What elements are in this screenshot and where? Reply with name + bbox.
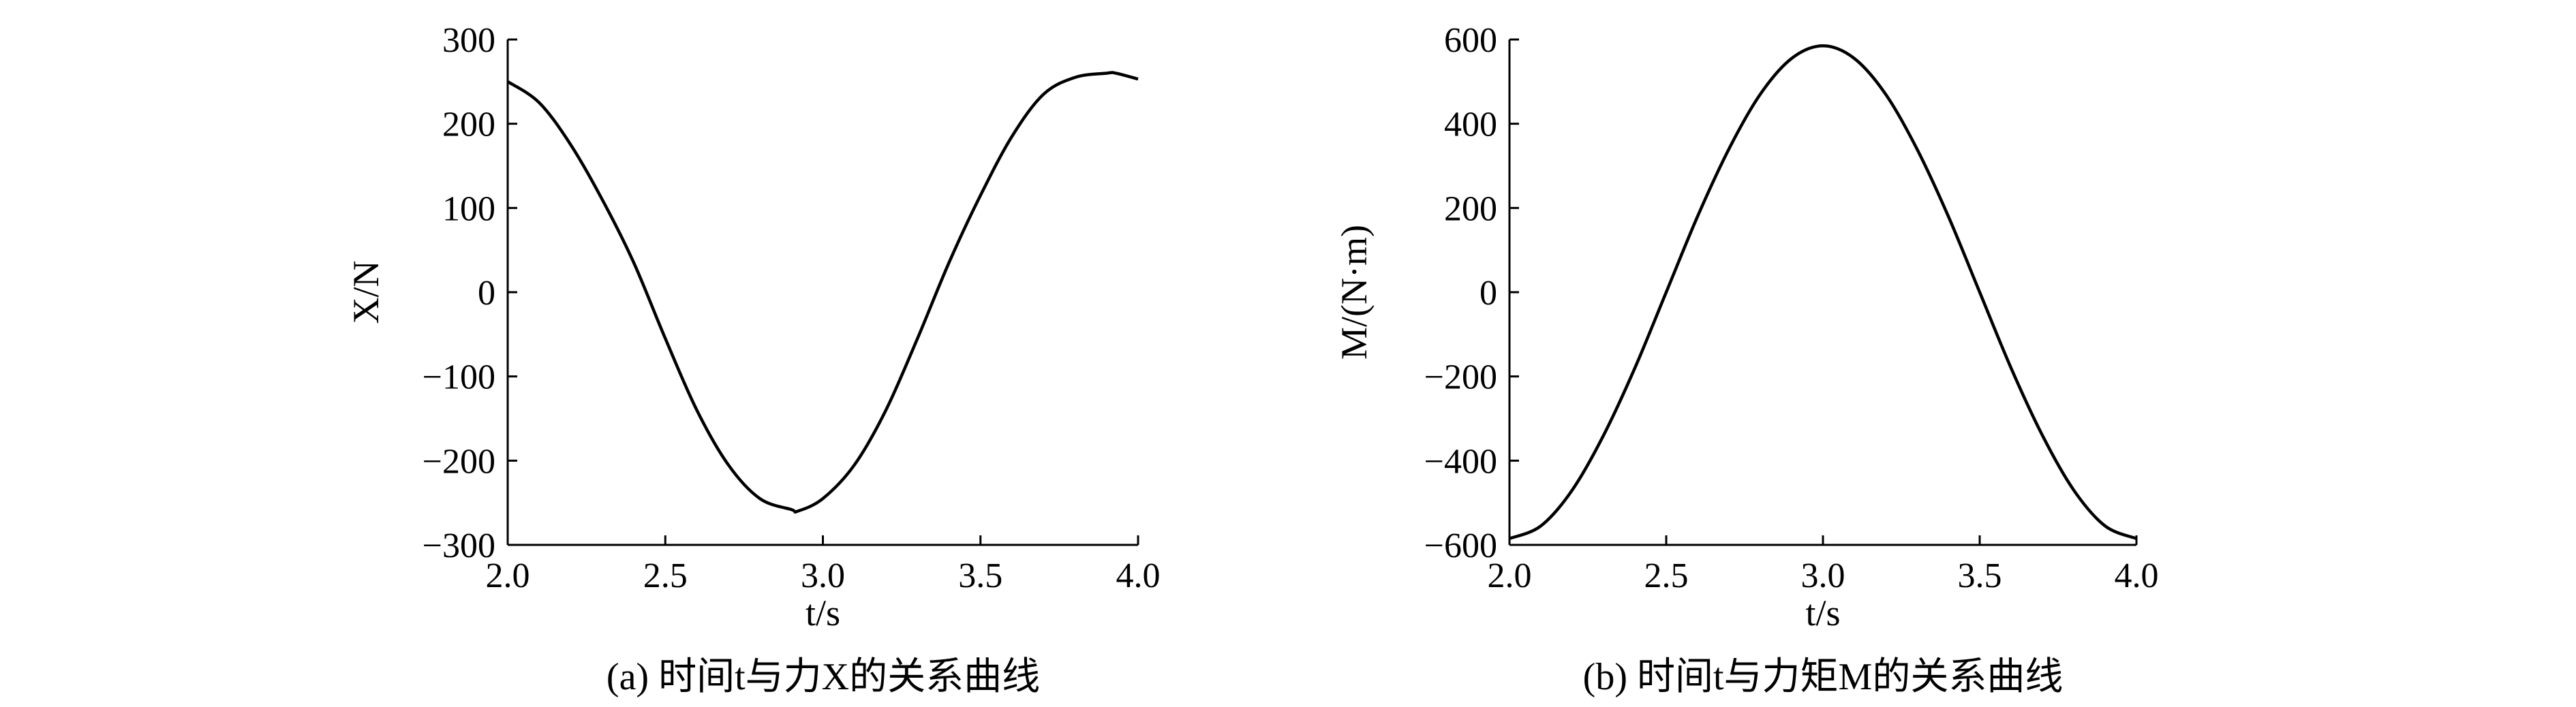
chart-b-x-tick-label: 2.5 (1644, 556, 1689, 595)
chart-a-y-tick-label: 100 (442, 189, 495, 228)
chart-b-group: 2.0 2.5 3.0 3.5 4.0 600 400 200 0 −200 −400 −600 t/s… (1334, 21, 2159, 698)
chart-b-x-tick-label: 4.0 (2115, 556, 2159, 595)
chart-a-x-axis-label: t/s (806, 593, 840, 633)
chart-a-x-tick-label: 2.5 (643, 556, 688, 595)
chart-b-y-tick-label: −600 (1424, 527, 1497, 565)
chart-a-y-tick-label: 200 (442, 106, 495, 144)
chart-a-series-line (506, 71, 1139, 514)
chart-b-caption: (b) 时间t与力矩M的关系曲线 (1583, 656, 2064, 698)
chart-a-y-tick-label: −100 (423, 358, 495, 397)
chart-b-y-tick-label: −400 (1424, 442, 1497, 481)
chart-a-caption: (a) 时间t与力X的关系曲线 (607, 656, 1040, 698)
chart-b-series-line (1509, 44, 2137, 540)
chart-a-x-tick-label: 3.0 (801, 556, 845, 595)
chart-b-y-tick-label: 600 (1444, 21, 1497, 60)
chart-a-x-tick-label: 2.0 (486, 556, 530, 595)
chart-b-y-tick-label: 0 (1479, 274, 1497, 313)
chart-b-y-tick-label: 400 (1444, 106, 1497, 144)
chart-a-y-tick-label: −200 (423, 442, 495, 481)
chart-b-y-tick-label: 200 (1444, 189, 1497, 228)
chart-b-x-axis-label: t/s (1805, 593, 1840, 633)
chart-b-x-tick-label: 2.0 (1488, 556, 1532, 595)
chart-a-x-tick-label: 3.5 (958, 556, 1002, 595)
chart-b-x-tick-label: 3.0 (1801, 556, 1845, 595)
chart-a-y-tick-label: 300 (442, 21, 495, 60)
chart-b-y-tick-label: −200 (1424, 358, 1497, 397)
chart-a-y-tick-label: 0 (478, 274, 495, 313)
chart-b-x-tick-label: 3.5 (1958, 556, 2002, 595)
chart-a-y-tick-label: −300 (423, 527, 495, 565)
chart-b-y-axis-label: M/(N·m) (1334, 225, 1375, 360)
chart-a-y-axis-label: X/N (346, 261, 386, 324)
chart-a-x-tick-label: 4.0 (1116, 556, 1161, 595)
chart-a-group: 2.0 2.5 3.0 3.5 4.0 300 200 100 0 −100 −200 −300 t/s… (346, 21, 1161, 698)
